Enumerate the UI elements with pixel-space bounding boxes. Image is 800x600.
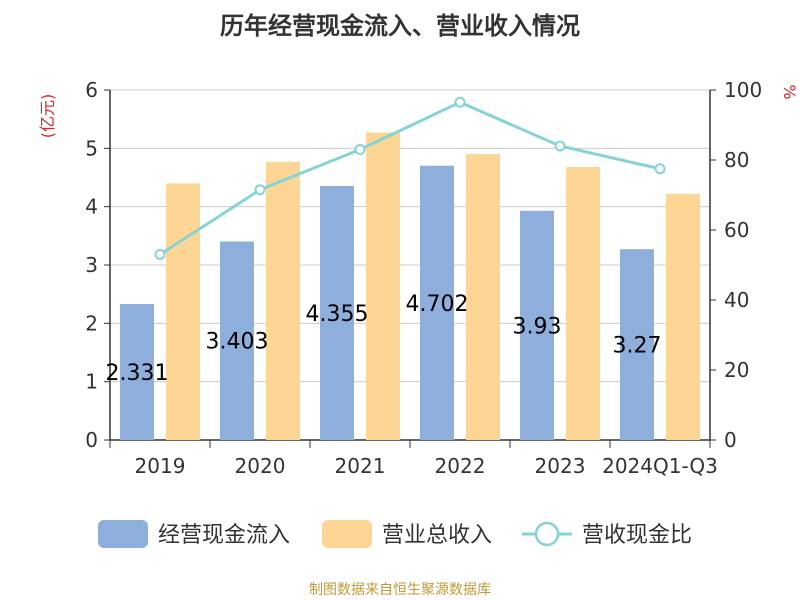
y-left-tick-label: 2 (85, 311, 98, 335)
bar-revenue (566, 167, 600, 440)
data-label: 2.331 (106, 361, 169, 386)
x-tick-label: 2023 (535, 454, 586, 478)
data-label: 3.93 (513, 314, 562, 339)
line-ratio (159, 100, 661, 256)
line-point (254, 184, 266, 196)
x-tick-label: 2021 (335, 454, 386, 478)
x-tick-label: 2019 (135, 454, 186, 478)
y-right-tick-label: 20 (724, 358, 749, 382)
legend-swatch (98, 520, 148, 548)
line-point (654, 163, 666, 175)
y-right-tick-label: 80 (724, 148, 749, 172)
y-left-tick-label: 5 (85, 136, 98, 160)
bar-revenue (366, 132, 400, 441)
bar-revenue (666, 193, 700, 440)
legend-marker (534, 521, 560, 547)
y-left-tick-label: 0 (85, 428, 98, 452)
bar-cash-inflow (220, 241, 254, 440)
data-label: 4.702 (406, 292, 469, 317)
y-right-tick-label: 40 (724, 288, 749, 312)
y-left-tick-label: 1 (85, 370, 98, 394)
chart-source: 制图数据来自恒生聚源数据库 (309, 582, 491, 598)
chart-title: 历年经营现金流入、营业收入情况 (220, 12, 580, 40)
data-label: 3.27 (613, 334, 662, 359)
y-left-tick-label: 6 (85, 78, 98, 102)
bar-revenue (166, 183, 200, 441)
bar-cash-inflow (620, 249, 654, 440)
data-label: 3.403 (206, 330, 269, 355)
x-tick-label: 2020 (235, 454, 286, 478)
x-tick-label: 2024Q1-Q3 (602, 454, 718, 478)
data-label: 4.355 (306, 302, 369, 327)
bar-cash-inflow (420, 165, 454, 440)
y-left-tick-label: 3 (85, 253, 98, 277)
y-right-unit-label: % (780, 84, 799, 99)
line-point (454, 96, 466, 108)
line-point (154, 249, 166, 260)
legend-label: 营业总收入 (382, 523, 492, 548)
legend-label: 营收现金比 (582, 523, 692, 548)
y-left-unit-label: (亿元) (38, 94, 57, 139)
line-point (554, 140, 566, 152)
legend-label: 经营现金流入 (158, 523, 290, 548)
bar-cash-inflow (520, 210, 554, 440)
y-right-tick-label: 60 (724, 218, 749, 242)
y-right-tick-label: 0 (724, 428, 737, 452)
bar-revenue (466, 154, 500, 440)
line-point (354, 144, 366, 155)
legend-swatch (322, 520, 372, 548)
bar-cash-inflow (120, 304, 154, 440)
y-right-tick-label: 100 (724, 78, 762, 102)
bar-cash-inflow (320, 185, 354, 440)
bar-revenue (266, 161, 300, 440)
y-left-tick-label: 4 (85, 195, 98, 219)
x-tick-label: 2022 (435, 454, 486, 478)
